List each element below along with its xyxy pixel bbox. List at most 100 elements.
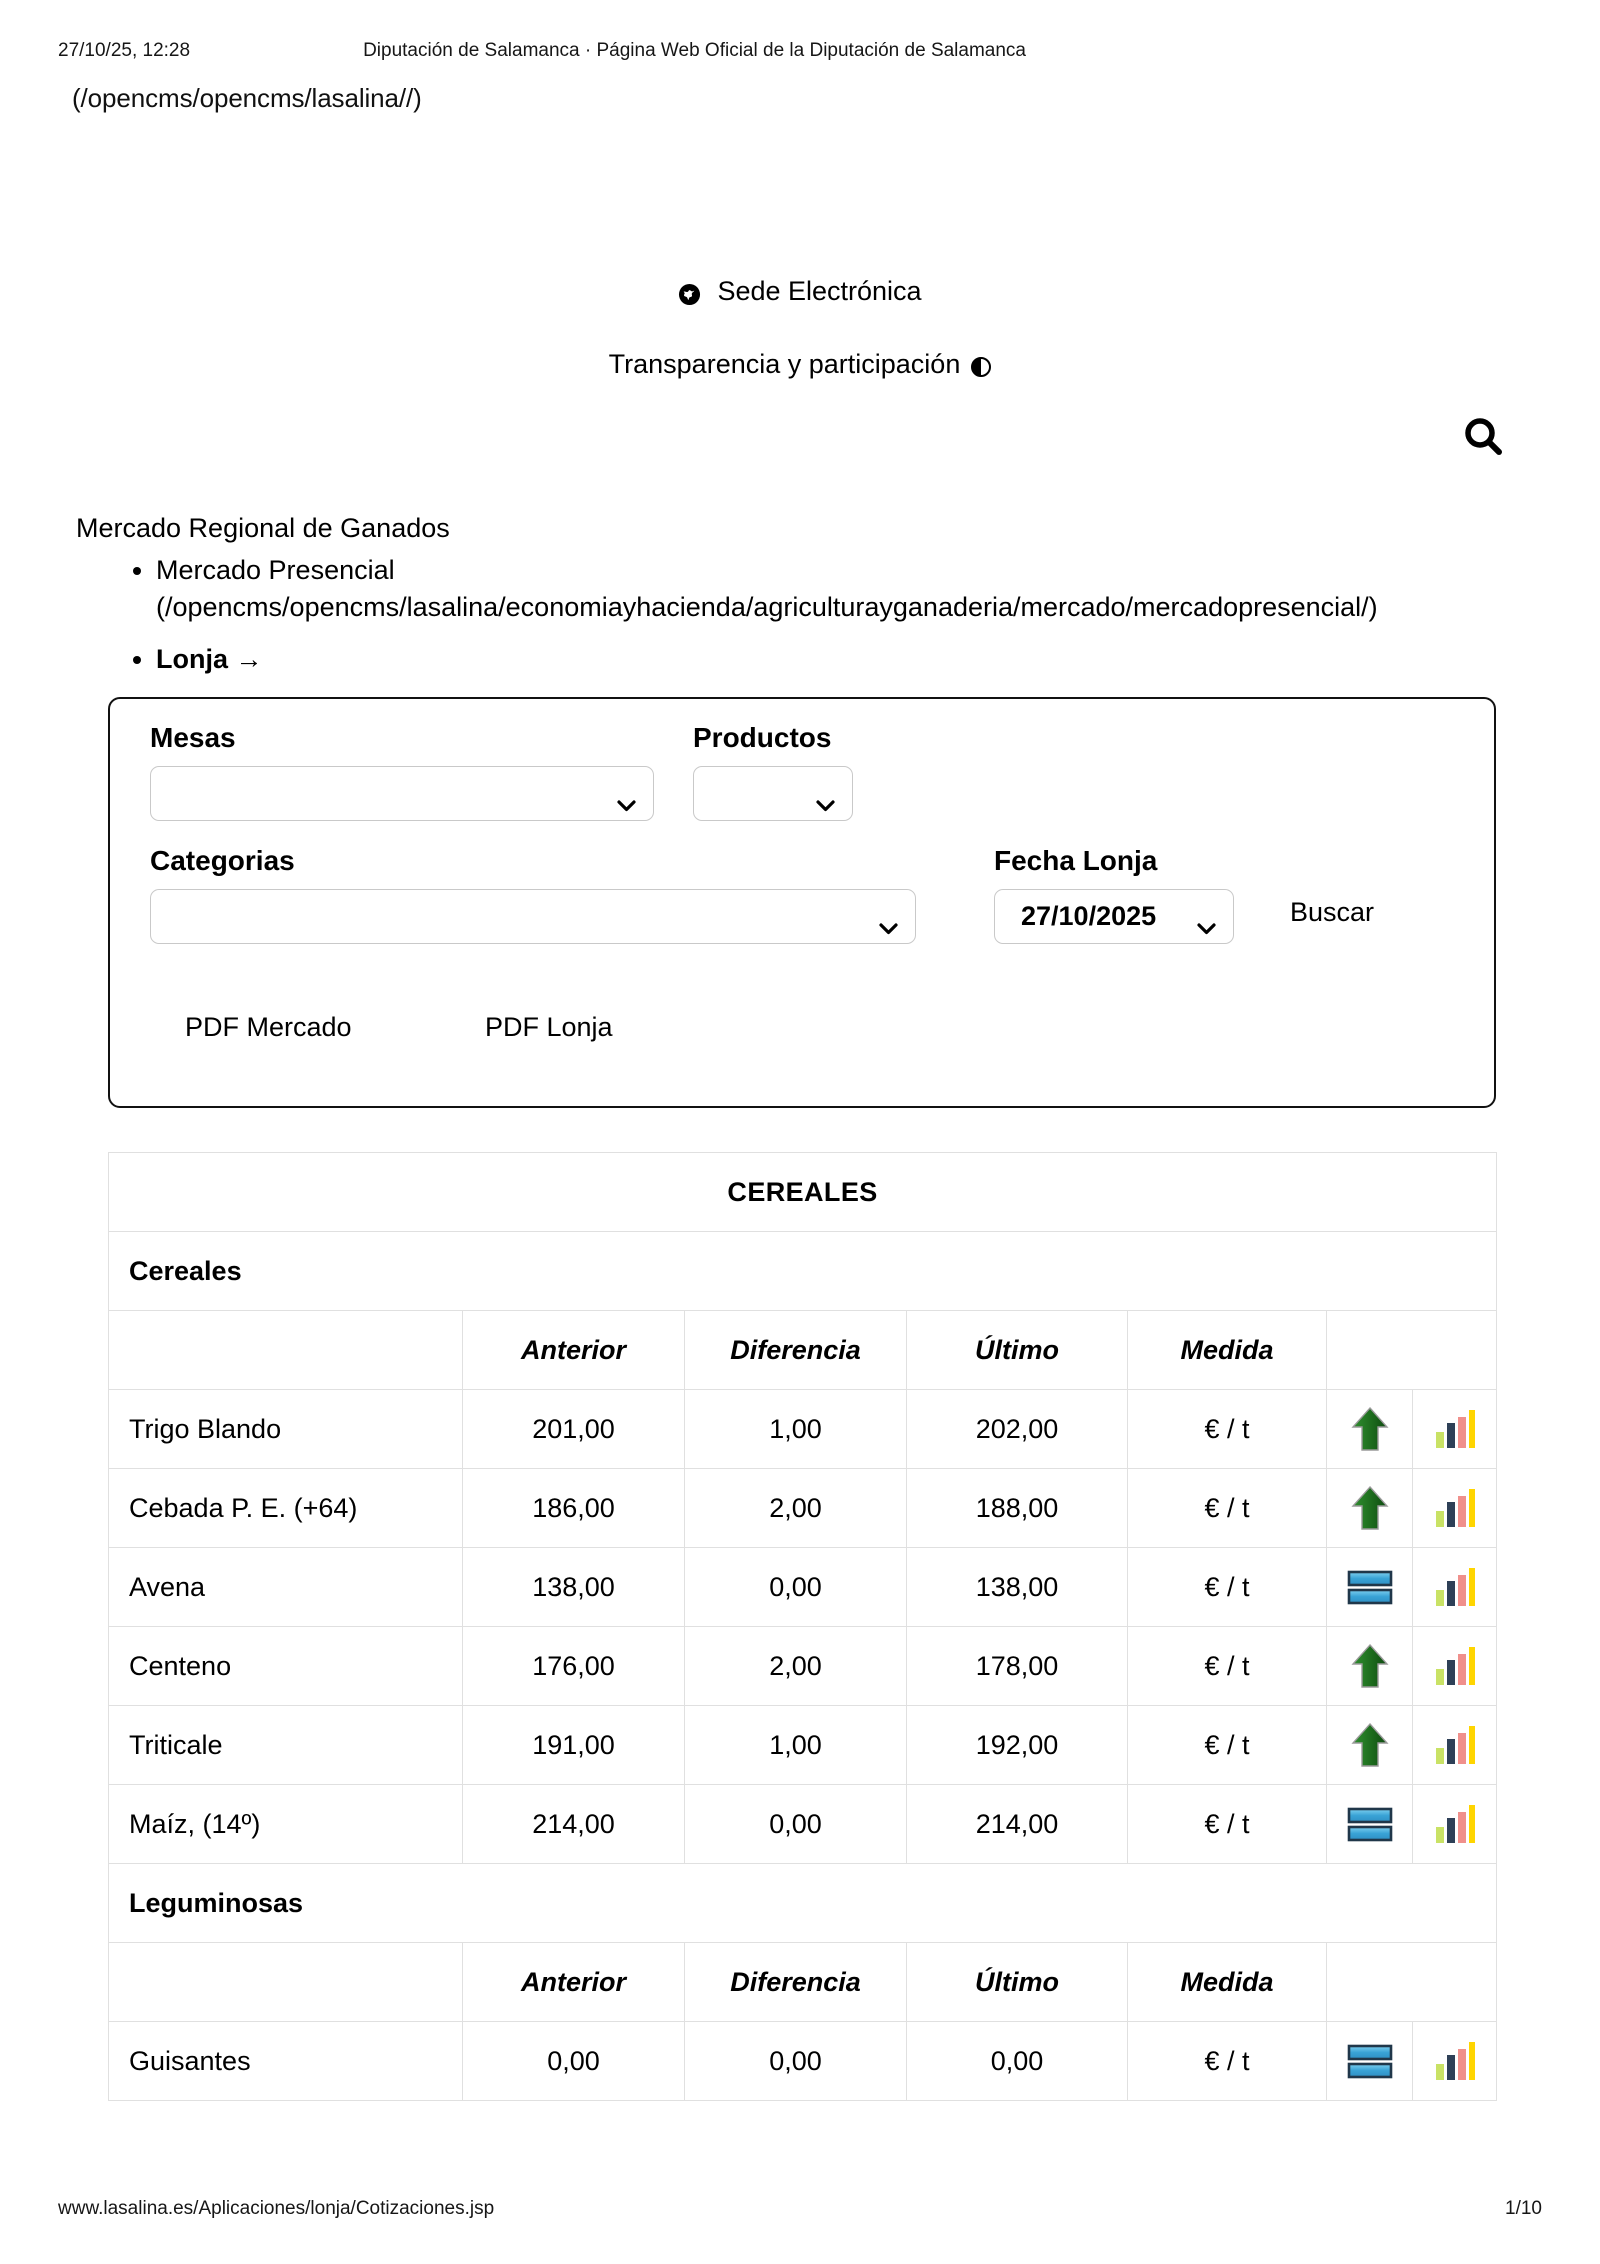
col-header-icons	[1325, 1942, 1498, 2022]
trend-equal-icon	[1326, 1784, 1413, 1864]
row-name: Triticale	[108, 1705, 463, 1785]
col-header-blank	[108, 1942, 463, 2022]
mesas-select[interactable]	[150, 766, 654, 821]
pdf-lonja-button[interactable]: PDF Lonja	[485, 1012, 613, 1042]
col-header-medida: Medida	[1127, 1310, 1327, 1390]
bar-chart-icon[interactable]	[1411, 1626, 1498, 1706]
row-ultimo: 188,00	[906, 1468, 1128, 1548]
row-anterior: 186,00	[462, 1468, 685, 1548]
transparencia-label: Transparencia y participación	[608, 349, 961, 379]
table-row: Centeno 176,00 2,00 178,00 € / t	[108, 1626, 1498, 1706]
breadcrumb: Mercado Presencial (/opencms/opencms/las…	[110, 552, 1530, 682]
print-date: 27/10/25, 12:28	[58, 40, 191, 61]
fecha-lonja-value: 27/10/2025	[1021, 901, 1157, 931]
lonja-label: Lonja →	[156, 643, 263, 674]
row-diferencia: 0,00	[684, 2021, 907, 2101]
sede-electronica-link[interactable]: Sede Electrónica	[0, 276, 1600, 307]
col-header-anterior: Anterior	[462, 1310, 685, 1390]
categorias-label: Categorias	[150, 845, 295, 876]
print-header: 27/10/25, 12:28 Diputación de Salamanca …	[0, 40, 1600, 62]
list-item[interactable]: Mercado Presencial (/opencms/opencms/las…	[156, 552, 1530, 627]
row-anterior: 0,00	[462, 2021, 685, 2101]
globe-icon	[678, 282, 701, 306]
row-anterior: 191,00	[462, 1705, 685, 1785]
mercado-presencial-url: (/opencms/opencms/lasalina/economiayhaci…	[156, 592, 1378, 623]
row-medida: € / t	[1127, 2021, 1327, 2101]
bar-chart-icon[interactable]	[1411, 1784, 1498, 1864]
trend-up-icon	[1326, 1468, 1413, 1548]
search-icon[interactable]	[1461, 415, 1507, 461]
trend-up-icon	[1326, 1626, 1413, 1706]
col-header-diferencia: Diferencia	[684, 1942, 907, 2022]
table-header-row: Anterior Diferencia Último Medida	[108, 1310, 1498, 1390]
trend-equal-icon	[1326, 1547, 1413, 1627]
table-row: Triticale 191,00 1,00 192,00 € / t	[108, 1705, 1498, 1785]
col-header-anterior: Anterior	[462, 1942, 685, 2022]
print-footer: www.lasalina.es/Aplicaciones/lonja/Cotiz…	[0, 2198, 1600, 2220]
table-caption-row: CEREALES	[107, 1152, 1498, 1232]
mercado-regional-title: Mercado Regional de Ganados	[76, 513, 450, 543]
categorias-select[interactable]	[150, 889, 916, 944]
bar-chart-icon[interactable]	[1411, 1547, 1498, 1627]
buscar-button[interactable]: Buscar	[1290, 897, 1375, 927]
pdf-mercado-button[interactable]: PDF Mercado	[185, 1012, 352, 1042]
print-title: Diputación de Salamanca · Página Web Ofi…	[363, 40, 1026, 61]
transparencia-link[interactable]: Transparencia y participación	[0, 349, 1600, 380]
site-path: (/opencms/opencms/lasalina//)	[72, 83, 422, 113]
row-name: Avena	[108, 1547, 463, 1627]
col-header-blank	[108, 1310, 463, 1390]
table-group-row: Cereales	[107, 1231, 1498, 1311]
row-anterior: 176,00	[462, 1626, 685, 1706]
chevron-down-icon	[879, 911, 898, 934]
row-name: Guisantes	[108, 2021, 463, 2101]
row-medida: € / t	[1127, 1547, 1327, 1627]
row-diferencia: 1,00	[684, 1389, 907, 1469]
trend-up-icon	[1326, 1389, 1413, 1469]
footer-url: www.lasalina.es/Aplicaciones/lonja/Cotiz…	[58, 2198, 495, 2219]
contrast-icon	[971, 356, 992, 377]
table-caption: CEREALES	[107, 1152, 1498, 1232]
row-anterior: 214,00	[462, 1784, 685, 1864]
row-name: Maíz, (14º)	[108, 1784, 463, 1864]
group-label-leguminosas: Leguminosas	[107, 1863, 1498, 1943]
fecha-lonja-select[interactable]: 27/10/2025	[994, 889, 1234, 944]
row-anterior: 201,00	[462, 1389, 685, 1469]
row-name: Cebada P. E. (+64)	[108, 1468, 463, 1548]
chevron-down-icon	[1197, 911, 1216, 934]
row-diferencia: 1,00	[684, 1705, 907, 1785]
table-row: Trigo Blando 201,00 1,00 202,00 € / t	[108, 1389, 1498, 1469]
trend-up-icon	[1326, 1705, 1413, 1785]
chevron-down-icon	[816, 788, 835, 811]
col-header-ultimo: Último	[906, 1310, 1128, 1390]
cotizaciones-table: CEREALES Cereales Anterior Diferencia Úl…	[107, 1152, 1498, 2101]
table-group-row: Leguminosas	[107, 1863, 1498, 1943]
table-row: Cebada P. E. (+64) 186,00 2,00 188,00 € …	[108, 1468, 1498, 1548]
col-header-medida: Medida	[1127, 1942, 1327, 2022]
mercado-presencial-label: Mercado Presencial	[156, 555, 395, 585]
chevron-down-icon	[617, 788, 636, 811]
row-ultimo: 0,00	[906, 2021, 1128, 2101]
col-header-icons	[1325, 1310, 1498, 1390]
row-medida: € / t	[1127, 1705, 1327, 1785]
productos-select[interactable]	[693, 766, 853, 821]
row-ultimo: 138,00	[906, 1547, 1128, 1627]
bar-chart-icon[interactable]	[1411, 1468, 1498, 1548]
row-name: Centeno	[108, 1626, 463, 1706]
bar-chart-icon[interactable]	[1411, 1705, 1498, 1785]
list-item[interactable]: Lonja →	[156, 641, 1530, 678]
bar-chart-icon[interactable]	[1411, 2021, 1498, 2101]
row-diferencia: 0,00	[684, 1547, 907, 1627]
mesas-label: Mesas	[150, 722, 236, 753]
row-anterior: 138,00	[462, 1547, 685, 1627]
filter-panel: Mesas Productos Categorias Fecha Lonja 2…	[108, 697, 1496, 1108]
group-label-cereales: Cereales	[107, 1231, 1498, 1311]
row-ultimo: 178,00	[906, 1626, 1128, 1706]
col-header-ultimo: Último	[906, 1942, 1128, 2022]
bar-chart-icon[interactable]	[1411, 1389, 1498, 1469]
productos-label: Productos	[693, 722, 832, 753]
row-medida: € / t	[1127, 1468, 1327, 1548]
row-medida: € / t	[1127, 1389, 1327, 1469]
row-ultimo: 192,00	[906, 1705, 1128, 1785]
table-row: Avena 138,00 0,00 138,00 € / t	[108, 1547, 1498, 1627]
table-header-row: Anterior Diferencia Último Medida	[108, 1942, 1498, 2022]
